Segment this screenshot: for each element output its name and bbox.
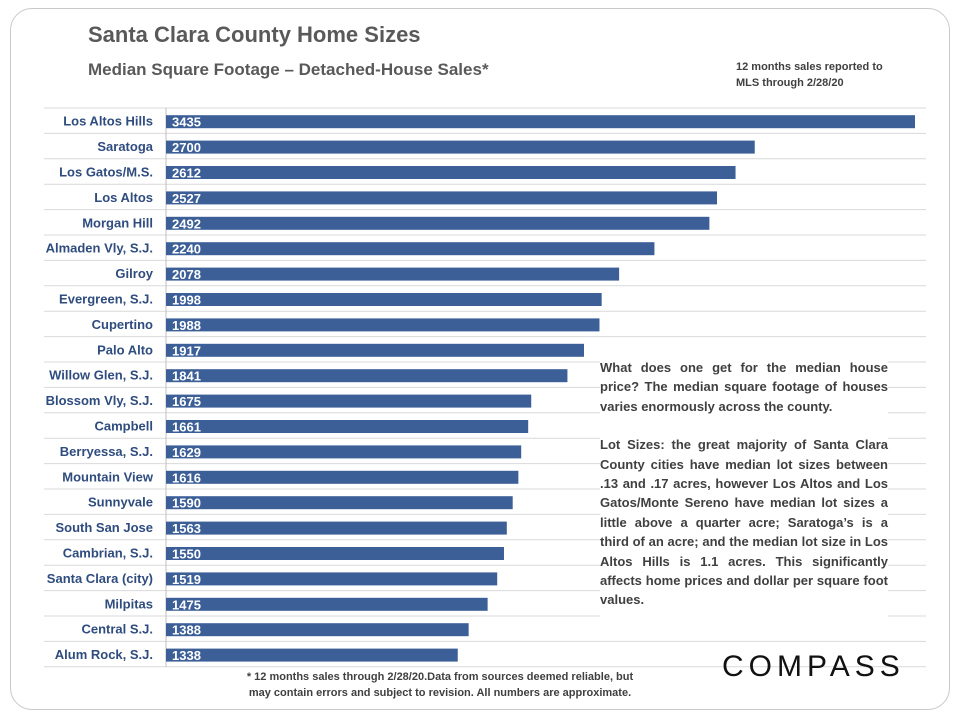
bar-value-label: 1629 bbox=[172, 445, 201, 460]
category-label: Milpitas bbox=[105, 596, 153, 611]
bar-value-label: 1988 bbox=[172, 318, 201, 333]
category-label: Willow Glen, S.J. bbox=[49, 368, 153, 383]
bar bbox=[166, 318, 600, 332]
chart-subtitle: Median Square Footage – Detached-House S… bbox=[88, 60, 489, 79]
category-label: Berryessa, S.J. bbox=[60, 444, 153, 459]
bar bbox=[166, 242, 655, 256]
bar bbox=[166, 191, 718, 205]
commentary-para-1: What does one get for the median house p… bbox=[600, 360, 888, 414]
source-note: 12 months sales reported to MLS through … bbox=[736, 59, 926, 91]
footnote-line2: may contain errors and subject to revisi… bbox=[248, 687, 632, 699]
bar-value-label: 1563 bbox=[172, 521, 201, 536]
bar bbox=[166, 394, 532, 408]
bar bbox=[166, 293, 602, 306]
category-label: Palo Alto bbox=[97, 342, 153, 357]
bar bbox=[166, 547, 504, 560]
bar bbox=[166, 648, 458, 662]
bar-value-label: 3435 bbox=[172, 115, 201, 130]
bar bbox=[166, 267, 620, 281]
bar-value-label: 1338 bbox=[172, 648, 201, 663]
bar-value-label: 1841 bbox=[172, 369, 201, 384]
bar-value-label: 2492 bbox=[172, 216, 201, 231]
category-label: Sunnyvale bbox=[88, 495, 153, 510]
category-label: Los Gatos/M.S. bbox=[59, 165, 153, 180]
bar-value-label: 2700 bbox=[172, 140, 201, 155]
bar bbox=[166, 166, 736, 179]
bar-value-label: 2612 bbox=[172, 166, 201, 181]
bar-value-label: 1519 bbox=[172, 572, 201, 587]
commentary-box: What does one get for the median house p… bbox=[600, 358, 888, 629]
category-label: Santa Clara (city) bbox=[47, 571, 153, 586]
category-label: Saratoga bbox=[97, 139, 153, 154]
category-label: Cambrian, S.J. bbox=[63, 546, 153, 561]
category-label: Alum Rock, S.J. bbox=[55, 647, 153, 662]
bar bbox=[166, 369, 568, 383]
category-label: Gilroy bbox=[115, 266, 153, 281]
category-label: Cupertino bbox=[92, 317, 153, 332]
bar bbox=[166, 470, 519, 484]
bar bbox=[166, 496, 513, 510]
category-label: South San Jose bbox=[55, 520, 153, 535]
category-label: Mountain View bbox=[62, 469, 154, 484]
bar bbox=[166, 420, 529, 433]
category-label: Blossom Vly, S.J. bbox=[46, 393, 153, 408]
bar-value-label: 1661 bbox=[172, 420, 201, 435]
bar bbox=[166, 140, 755, 154]
bar bbox=[166, 521, 507, 535]
bar-value-label: 2078 bbox=[172, 267, 201, 282]
bar-value-label: 1616 bbox=[172, 470, 201, 485]
category-label: Evergreen, S.J. bbox=[59, 292, 153, 307]
source-note-line1: 12 months sales reported to bbox=[736, 61, 883, 73]
category-label: Los Altos Hills bbox=[63, 114, 153, 129]
bar-value-label: 1917 bbox=[172, 343, 201, 358]
category-label: Los Altos bbox=[94, 190, 153, 205]
category-label: Morgan Hill bbox=[82, 215, 153, 230]
bar bbox=[166, 115, 915, 129]
bar-value-label: 2527 bbox=[172, 191, 201, 206]
bar bbox=[166, 343, 585, 357]
bar-value-label: 1550 bbox=[172, 547, 201, 562]
bar bbox=[166, 597, 488, 611]
source-note-line2: MLS through 2/28/20 bbox=[736, 77, 844, 89]
category-label: Campbell bbox=[94, 419, 153, 434]
bar-value-label: 1675 bbox=[172, 394, 201, 409]
bar-value-label: 1590 bbox=[172, 496, 201, 511]
compass-logo: COMPASS bbox=[722, 650, 905, 683]
bar-value-label: 2240 bbox=[172, 242, 201, 257]
bar bbox=[166, 216, 710, 230]
bar bbox=[166, 572, 498, 586]
bar-value-label: 1388 bbox=[172, 623, 201, 638]
bar bbox=[166, 445, 522, 459]
category-label: Central S.J. bbox=[81, 622, 153, 637]
footnote-line1: * 12 months sales through 2/28/20.Data f… bbox=[246, 671, 634, 683]
category-label: Almaden Vly, S.J. bbox=[46, 241, 153, 256]
chart-title: Santa Clara County Home Sizes bbox=[88, 22, 421, 47]
bar bbox=[166, 623, 469, 637]
bar-value-label: 1475 bbox=[172, 597, 201, 612]
commentary-para-2: Lot Sizes: the great majority of Santa C… bbox=[600, 437, 888, 608]
footnote: * 12 months sales through 2/28/20.Data f… bbox=[200, 669, 680, 701]
bar-value-label: 1998 bbox=[172, 293, 201, 308]
